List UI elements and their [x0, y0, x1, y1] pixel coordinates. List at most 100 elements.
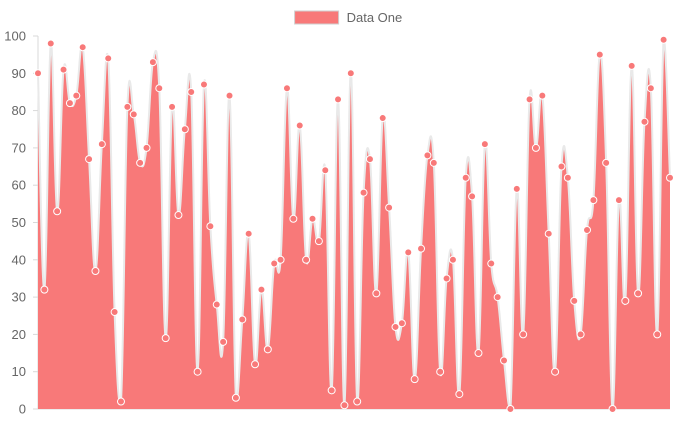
data-point[interactable]: [206, 222, 215, 231]
data-point[interactable]: [365, 155, 374, 164]
data-point[interactable]: [168, 102, 177, 111]
data-point[interactable]: [519, 330, 528, 339]
data-point[interactable]: [187, 87, 196, 96]
data-point[interactable]: [104, 54, 113, 63]
data-point[interactable]: [493, 293, 502, 302]
data-point[interactable]: [544, 229, 553, 238]
data-point[interactable]: [85, 155, 94, 164]
data-point[interactable]: [570, 296, 579, 305]
data-point[interactable]: [417, 244, 426, 253]
data-point[interactable]: [506, 405, 515, 413]
data-point[interactable]: [602, 158, 611, 167]
data-point[interactable]: [155, 84, 164, 93]
data-point[interactable]: [321, 166, 330, 175]
data-point[interactable]: [525, 95, 534, 104]
data-point[interactable]: [257, 285, 266, 294]
data-point[interactable]: [78, 43, 87, 52]
legend[interactable]: Data One: [294, 10, 403, 25]
data-point[interactable]: [487, 259, 496, 268]
data-point[interactable]: [59, 65, 68, 74]
data-point[interactable]: [148, 58, 157, 67]
data-point[interactable]: [282, 84, 291, 93]
data-point[interactable]: [448, 255, 457, 264]
data-point[interactable]: [653, 330, 662, 339]
data-point[interactable]: [391, 322, 400, 331]
data-point[interactable]: [270, 259, 279, 268]
data-point[interactable]: [97, 140, 106, 149]
data-point[interactable]: [436, 367, 445, 376]
data-point[interactable]: [263, 345, 272, 354]
data-point[interactable]: [251, 360, 260, 369]
data-point[interactable]: [174, 211, 183, 220]
data-point[interactable]: [500, 356, 509, 365]
legend-label[interactable]: Data One: [347, 10, 403, 25]
data-point[interactable]: [136, 158, 145, 167]
data-point[interactable]: [621, 296, 630, 305]
data-point[interactable]: [225, 91, 234, 100]
data-point[interactable]: [404, 248, 413, 257]
data-point[interactable]: [244, 229, 253, 238]
data-point[interactable]: [199, 80, 208, 89]
data-point[interactable]: [410, 375, 419, 384]
data-point[interactable]: [53, 207, 62, 216]
data-point[interactable]: [359, 188, 368, 197]
data-point[interactable]: [231, 393, 240, 402]
data-point[interactable]: [646, 84, 655, 93]
data-point[interactable]: [334, 95, 343, 104]
data-point[interactable]: [238, 315, 247, 324]
data-point[interactable]: [442, 274, 451, 283]
data-point[interactable]: [72, 91, 81, 100]
data-point[interactable]: [583, 225, 592, 234]
data-point[interactable]: [385, 203, 394, 212]
data-point[interactable]: [327, 386, 336, 395]
data-point[interactable]: [65, 99, 74, 108]
data-point[interactable]: [576, 330, 585, 339]
data-point[interactable]: [423, 151, 432, 160]
data-point[interactable]: [142, 143, 151, 152]
data-point[interactable]: [289, 214, 298, 223]
data-point[interactable]: [468, 192, 477, 201]
data-point[interactable]: [353, 397, 362, 406]
data-point[interactable]: [563, 173, 572, 182]
data-point[interactable]: [180, 125, 189, 134]
data-point[interactable]: [346, 69, 355, 78]
data-point[interactable]: [372, 289, 381, 298]
data-point[interactable]: [116, 397, 125, 406]
data-point[interactable]: [308, 214, 317, 223]
data-point[interactable]: [614, 196, 623, 205]
data-point[interactable]: [531, 143, 540, 152]
data-point[interactable]: [461, 173, 470, 182]
legend-swatch[interactable]: [294, 10, 340, 25]
data-point[interactable]: [91, 266, 100, 275]
data-point[interactable]: [480, 140, 489, 149]
data-point[interactable]: [193, 367, 202, 376]
data-point[interactable]: [634, 289, 643, 298]
data-point[interactable]: [640, 117, 649, 126]
data-point[interactable]: [314, 237, 323, 246]
data-point[interactable]: [474, 349, 483, 358]
data-point[interactable]: [666, 173, 674, 182]
data-point[interactable]: [429, 158, 438, 167]
data-point[interactable]: [627, 61, 636, 70]
data-point[interactable]: [34, 69, 42, 78]
data-point[interactable]: [659, 35, 668, 44]
data-point[interactable]: [123, 102, 132, 111]
data-point[interactable]: [40, 285, 49, 294]
data-point[interactable]: [608, 405, 617, 413]
data-point[interactable]: [589, 196, 598, 205]
data-point[interactable]: [302, 255, 311, 264]
data-point[interactable]: [340, 401, 349, 410]
data-point[interactable]: [378, 114, 387, 123]
data-point[interactable]: [129, 110, 138, 119]
data-point[interactable]: [512, 184, 521, 193]
data-point[interactable]: [455, 390, 464, 399]
data-point[interactable]: [161, 334, 170, 343]
data-point[interactable]: [551, 367, 560, 376]
data-point[interactable]: [295, 121, 304, 130]
data-point[interactable]: [397, 319, 406, 328]
data-point[interactable]: [212, 300, 221, 309]
data-point[interactable]: [595, 50, 604, 59]
data-point[interactable]: [557, 162, 566, 171]
data-point[interactable]: [110, 308, 119, 317]
data-point[interactable]: [276, 255, 285, 264]
